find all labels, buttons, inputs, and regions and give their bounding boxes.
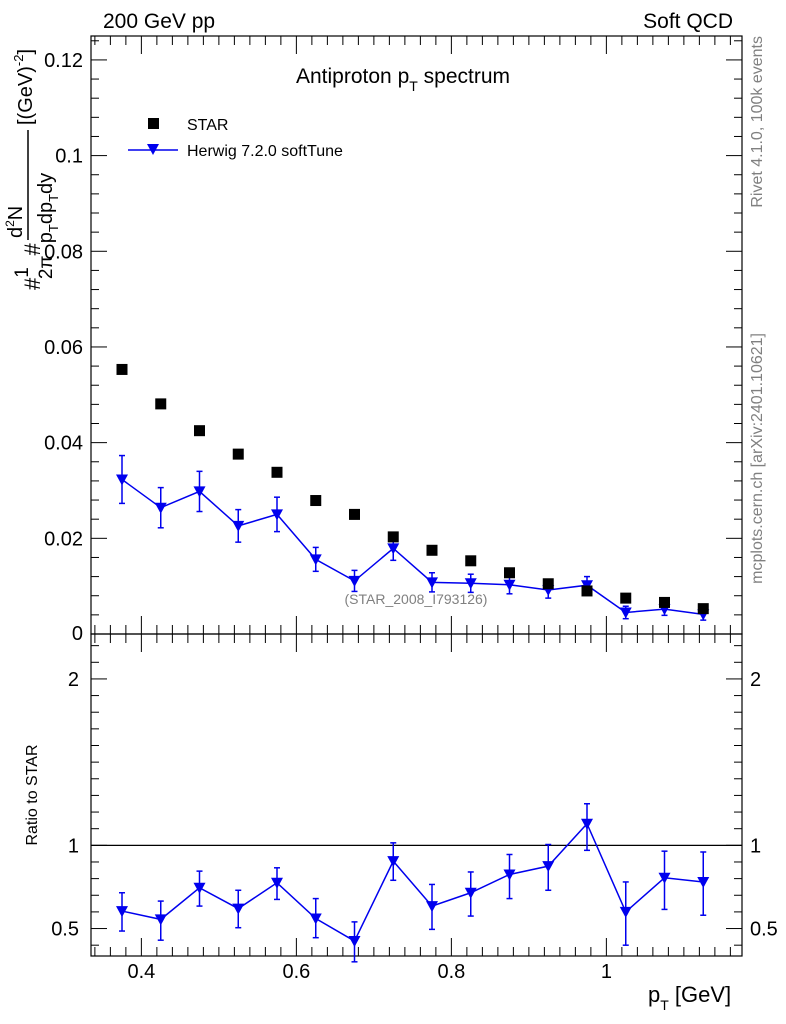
herwig-point (464, 578, 477, 590)
herwig-point (348, 575, 361, 587)
ratio-point (503, 869, 516, 881)
ratio-point (697, 876, 710, 888)
main-data (116, 363, 710, 621)
ratio-point (387, 856, 400, 868)
svg-text:#12π#pTdpTdy: #1 2π#pTdpTdy (12, 173, 61, 290)
star-point (387, 531, 399, 543)
ratio-point (542, 861, 555, 873)
ratio-y-tick-label-right: 2 (750, 669, 761, 691)
ratio-point (426, 901, 438, 913)
star-point (155, 398, 167, 410)
ratio-point (658, 872, 671, 884)
svg-text:[(GeV)-2]: [(GeV)-2] (11, 49, 37, 125)
y-tick-label: 0.1 (55, 146, 83, 168)
x-tick-label: 0.4 (127, 961, 155, 983)
ratio-point (271, 877, 283, 889)
herwig-point (619, 607, 632, 619)
ratio-point (309, 913, 322, 925)
star-point (542, 578, 554, 590)
ratio-point (348, 936, 361, 948)
ratio-y-tick-label: 1 (68, 835, 79, 857)
ratio-y-tick-label-right: 0.5 (750, 919, 778, 941)
ratio-point (619, 906, 632, 918)
star-point (194, 425, 205, 437)
analysis-watermark: (STAR_2008_I793126) (345, 591, 488, 607)
main-axes: 0.02 0.04 0.06 0.08 0.1 0.12 0 (44, 36, 742, 645)
star-point (232, 448, 244, 460)
herwig-series-line (121, 478, 704, 616)
ratio-point (193, 882, 206, 894)
rivet-info: Rivet 4.1.0, 100k events (749, 36, 766, 208)
mcplots-credit: mcplots.cern.ch [arXiv:2401.10621] (749, 333, 766, 584)
ratio-y-label: Ratio to STAR (24, 744, 41, 845)
y-tick-label: 0.08 (44, 241, 83, 263)
legend-star-label: STAR (187, 117, 228, 134)
herwig-point (193, 486, 206, 498)
ratio-axes: 0.5 0.5 1 1 2 2 0.4 0.6 0.8 1 (51, 634, 778, 983)
herwig-point (232, 520, 245, 532)
legend-herwig-label: Herwig 7.2.0 softTune (187, 143, 343, 160)
legend-herwig-marker (147, 144, 159, 155)
herwig-point (387, 543, 400, 555)
ratio-y-tick-label-right: 1 (750, 835, 761, 857)
legend-star-marker (148, 118, 159, 129)
ratio-point (116, 906, 128, 918)
herwig-point (271, 509, 283, 521)
y-tick-label: 0.04 (44, 433, 83, 455)
x-axis-label: pT [GeV] (648, 982, 731, 1013)
star-point (620, 592, 632, 604)
y-tick-label: 0.12 (44, 50, 83, 72)
header-right: Soft QCD (643, 10, 733, 33)
ratio-point (232, 903, 245, 915)
svg-text:d2N: d2N (3, 206, 27, 238)
ratio-y-tick-label: 2 (68, 669, 79, 691)
ratio-panel-frame (90, 633, 743, 957)
star-point (581, 585, 593, 597)
star-point (465, 555, 477, 567)
star-point (116, 363, 128, 375)
ratio-y-tick-label: 0.5 (51, 919, 79, 941)
legend: STAR Herwig 7.2.0 softTune (128, 117, 343, 160)
ratio-series-line (121, 822, 704, 943)
ratio-point (581, 818, 593, 830)
herwig-point (503, 579, 516, 591)
herwig-point (154, 502, 167, 514)
x-tick-label: 1 (601, 961, 612, 983)
star-point (504, 567, 515, 579)
star-point (426, 544, 438, 556)
ratio-point (464, 887, 477, 899)
ratio-point (154, 914, 167, 926)
star-point (659, 596, 670, 608)
x-tick-label: 0.8 (437, 961, 465, 983)
star-point (349, 508, 360, 520)
star-point (271, 466, 283, 478)
y-tick-label: 0.02 (44, 528, 83, 550)
main-title: Antiproton pT spectrum (296, 65, 510, 94)
star-point (310, 495, 322, 507)
main-y-label: #1 2π#pTdpTdy d2N [(GeV)-2] (3, 49, 61, 290)
herwig-point (309, 554, 322, 566)
y-tick-label-zero: 0 (72, 623, 83, 645)
herwig-point (116, 474, 128, 486)
y-tick-label: 0.06 (44, 337, 83, 359)
herwig-point (426, 577, 438, 589)
ratio-data (116, 802, 710, 963)
star-point (697, 603, 709, 615)
x-tick-label: 0.6 (282, 961, 310, 983)
header-left: 200 GeV pp (103, 10, 215, 33)
